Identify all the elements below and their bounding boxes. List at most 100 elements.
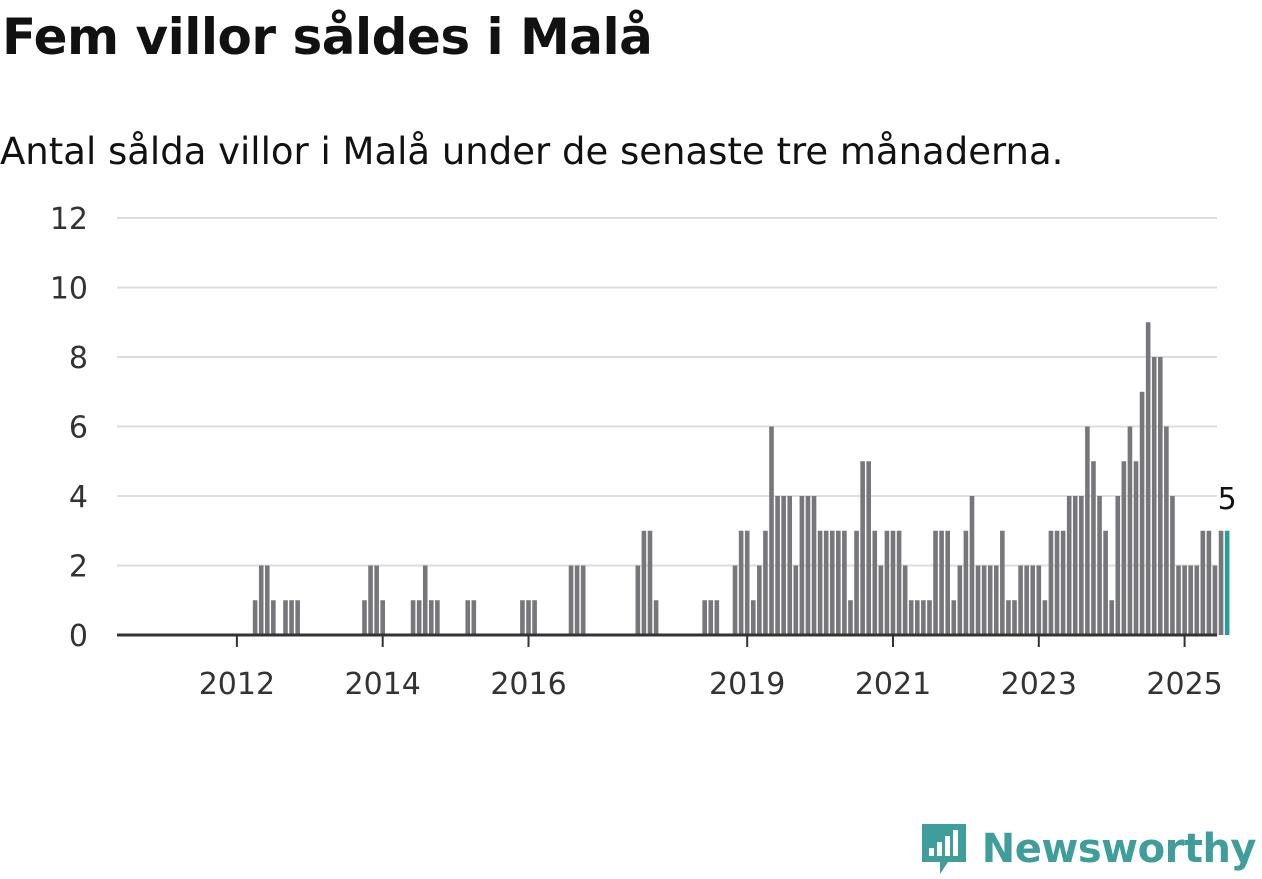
bar	[1200, 530, 1206, 635]
bar	[842, 530, 847, 635]
bar	[799, 496, 805, 635]
bar	[1170, 496, 1175, 635]
x-tick-label: 2012	[199, 667, 275, 702]
bar	[362, 600, 367, 635]
bar	[811, 496, 817, 635]
y-tick-label: 12	[50, 202, 88, 237]
grid-lines	[117, 217, 1217, 567]
bar	[902, 565, 908, 635]
bar	[580, 565, 586, 635]
bar	[1042, 600, 1048, 635]
bar	[429, 600, 434, 635]
bar	[860, 461, 865, 635]
bar	[1024, 565, 1029, 635]
bar	[957, 565, 963, 635]
bar	[866, 461, 871, 635]
y-tick-label: 6	[69, 411, 88, 446]
x-tick-label: 2021	[855, 667, 931, 702]
bar	[817, 530, 823, 635]
bar	[757, 565, 762, 635]
bar	[526, 600, 531, 635]
bar	[1030, 565, 1036, 635]
bar-highlight	[1224, 530, 1230, 635]
bar	[1121, 461, 1127, 635]
bar	[793, 565, 799, 635]
bar	[872, 530, 878, 635]
bar	[271, 600, 276, 635]
bar	[422, 565, 428, 635]
bar	[568, 565, 574, 635]
y-tick-label: 4	[69, 480, 88, 515]
bars	[252, 322, 1230, 635]
y-tick-label: 0	[69, 619, 88, 654]
bar	[653, 600, 659, 635]
bar	[283, 600, 288, 635]
bar	[1188, 565, 1193, 635]
bar	[1182, 565, 1187, 635]
bar	[1012, 600, 1017, 635]
bar	[1097, 496, 1102, 635]
x-tick-label: 2014	[345, 667, 421, 702]
y-tick-label: 10	[50, 272, 88, 307]
chart-subtitle: Antal sålda villor i Malå under de senas…	[0, 130, 1064, 173]
chart-title: Fem villor såldes i Malå	[2, 8, 653, 66]
bar	[732, 565, 738, 635]
bar	[520, 600, 525, 635]
bar	[1109, 600, 1114, 635]
bar	[1194, 565, 1200, 635]
data-labels: 5	[1214, 478, 1240, 520]
bar	[410, 600, 416, 635]
bar	[264, 565, 270, 635]
x-tick-label: 2023	[1001, 667, 1077, 702]
bar	[380, 600, 385, 635]
y-axis-ticks: 0 2 4 6 8 10 12	[50, 202, 88, 654]
bar	[987, 565, 993, 635]
newsworthy-logo-text: Newsworthy	[981, 826, 1257, 872]
bar	[1036, 565, 1042, 635]
bar	[1048, 530, 1054, 635]
bar	[1115, 496, 1121, 635]
bar	[890, 530, 896, 635]
bar	[708, 600, 714, 635]
bar	[969, 496, 975, 635]
bar	[368, 565, 373, 635]
bar	[1164, 426, 1169, 635]
bar	[1054, 530, 1060, 635]
bar	[787, 496, 793, 635]
bar	[769, 426, 774, 635]
bar	[744, 530, 750, 635]
bar	[750, 600, 756, 635]
bar	[1072, 496, 1078, 635]
bar	[933, 530, 938, 635]
bar	[1145, 322, 1151, 635]
bar	[805, 496, 811, 635]
bar	[915, 600, 920, 635]
bar	[532, 600, 537, 635]
bar	[416, 600, 422, 635]
bar	[921, 600, 926, 635]
bar	[896, 530, 902, 635]
bar	[1000, 530, 1005, 635]
bar	[1066, 496, 1072, 635]
bar	[1133, 461, 1139, 635]
bar	[763, 530, 768, 635]
bar	[1158, 357, 1163, 635]
x-tick-label: 2019	[709, 667, 785, 702]
bar	[1091, 461, 1096, 635]
bar	[295, 600, 300, 635]
bar	[647, 530, 653, 635]
bar	[939, 530, 944, 635]
bar	[884, 530, 890, 635]
bar	[1018, 565, 1023, 635]
bar	[823, 530, 829, 635]
bar	[981, 565, 987, 635]
bar	[781, 496, 786, 635]
bar	[1139, 391, 1145, 635]
bar-chart: 0 2 4 6 8 10 12 2012 2014 2016 2019 2021 2023 2025 5	[49, 202, 1240, 702]
x-tick-label: 2016	[490, 667, 566, 702]
bar	[848, 600, 853, 635]
bar	[963, 530, 969, 635]
bar	[854, 530, 859, 635]
bar	[1085, 426, 1090, 635]
bar	[738, 530, 744, 635]
